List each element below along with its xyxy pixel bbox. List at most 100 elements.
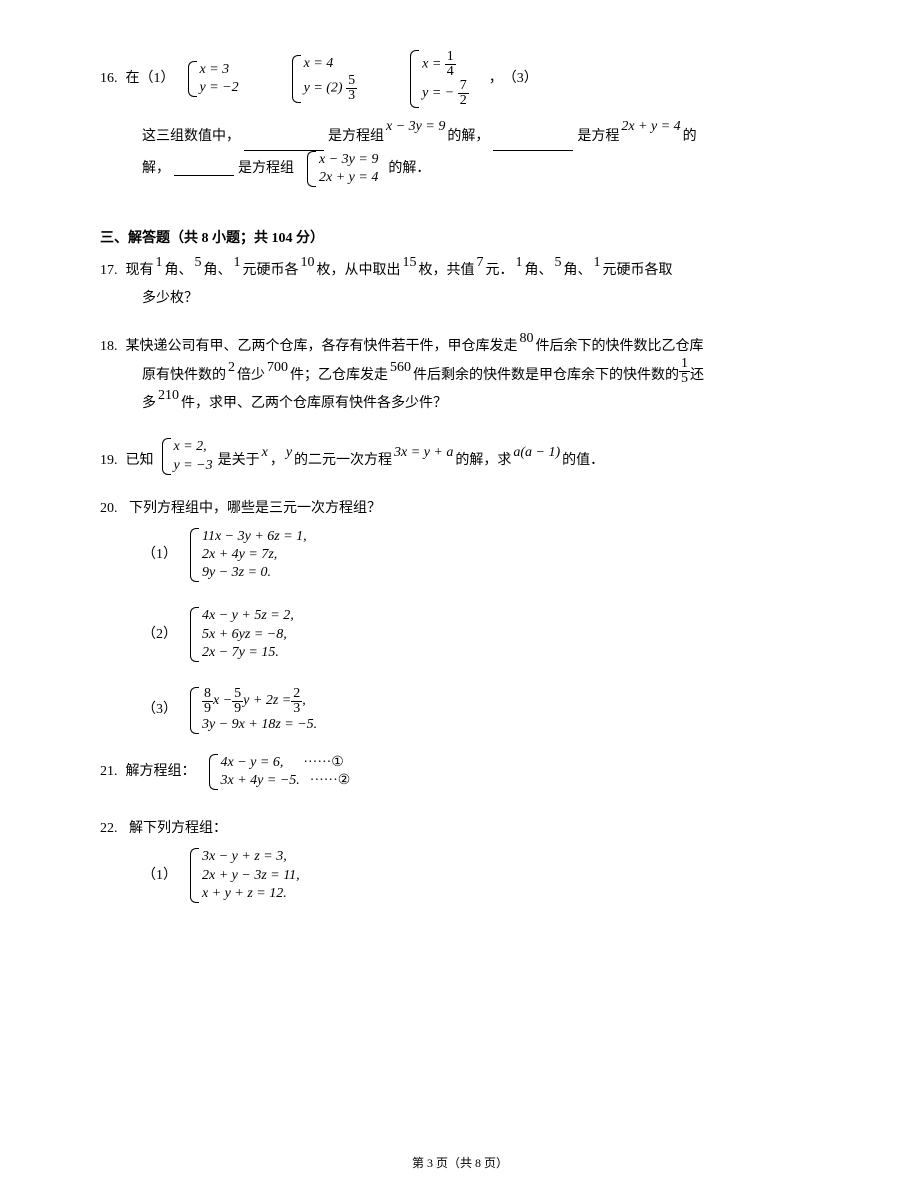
q16-sys1: x = 3 y = −2 bbox=[185, 61, 239, 97]
question-19: 19. 已知 x = 2, y = −3 是关于 x ， y 的二元一次方程 3… bbox=[100, 438, 820, 474]
q19-eq: 3x = y + a bbox=[394, 439, 453, 467]
question-16: 16. 在（1） x = 3 y = −2 x = 4 y = (2) 53 x… bbox=[100, 50, 820, 187]
q20-p1-label: （1） bbox=[142, 541, 177, 569]
q17-v2: 5 bbox=[195, 249, 202, 277]
q16-sys2-frac: 53 bbox=[346, 74, 357, 103]
q22-p1-label: （1） bbox=[142, 862, 177, 890]
q20-p3-sys: 89 x − 59 y + 2z = 23 , 3y − 9x + 18z = … bbox=[187, 687, 317, 734]
q20-p1-sys: 11x − 3y + 6z = 1, 2x + 4y = 7z, 9y − 3z… bbox=[187, 528, 307, 583]
question-20: 20. 下列方程组中，哪些是三元一次方程组？ （1） 11x − 3y + 6z… bbox=[100, 495, 820, 734]
q17-num: 17. bbox=[100, 257, 118, 285]
q18-e: 件；乙仓库发走 bbox=[290, 362, 388, 390]
q17-t8: 角、 bbox=[564, 257, 592, 285]
q16-sysg: x − 3y = 9 2x + y = 4 bbox=[304, 151, 378, 187]
q16-sys3-frac2: 72 bbox=[458, 79, 469, 108]
q20-p3-frac-a: 89 bbox=[202, 687, 213, 716]
q17-v1: 1 bbox=[156, 249, 163, 277]
q19-c: 的二元一次方程 bbox=[294, 447, 392, 475]
q16-sysg-r2: 2x + y = 4 bbox=[319, 169, 378, 187]
q17-v3: 1 bbox=[234, 249, 241, 277]
q19-b: 是关于 bbox=[218, 447, 260, 475]
q17-a: 现有 bbox=[126, 257, 154, 285]
q17-t9: 元硬币各取 bbox=[603, 257, 673, 285]
q17-v9: 1 bbox=[594, 249, 601, 277]
q21-a: 解方程组： bbox=[126, 758, 196, 786]
q16-sys2-r1: x = 4 bbox=[304, 56, 334, 71]
q20-num: 20. bbox=[100, 495, 118, 523]
question-22: 22. 解下列方程组： （1） 3x − y + z = 3, 2x + y −… bbox=[100, 815, 820, 903]
q20-intro: 下列方程组中，哪些是三元一次方程组？ bbox=[129, 501, 381, 516]
q20-p2-r3: 2x − 7y = 15. bbox=[202, 644, 294, 662]
q16-sys3: x = 14 y = − 72 bbox=[407, 50, 469, 108]
q18-f: 件后剩余的快件数是甲仓库余下的快件数的 bbox=[413, 362, 679, 390]
q21-num: 21. bbox=[100, 758, 118, 786]
q22-a: 解下列方程组： bbox=[129, 821, 227, 836]
q18-v2: 2 bbox=[228, 354, 235, 382]
q17-v5: 15 bbox=[403, 249, 417, 277]
q16-line2-a: 这三组数值中， bbox=[142, 123, 240, 151]
q19-sys: x = 2, y = −3 bbox=[159, 438, 213, 474]
q16-line3-b: 是方程组 bbox=[238, 155, 294, 183]
q20-p1-r2: 2x + 4y = 7z, bbox=[202, 546, 307, 564]
q17-t5: 枚，共值 bbox=[419, 257, 475, 285]
q19-num: 19. bbox=[100, 447, 118, 475]
q20-p2-label: （2） bbox=[142, 621, 177, 649]
q17-t3: 元硬币各 bbox=[243, 257, 299, 285]
q16-line2-e: 的 bbox=[683, 123, 697, 151]
question-21: 21. 解方程组： 4x − y = 6,······① 3x + 4y = −… bbox=[100, 754, 820, 790]
q17-t7: 角、 bbox=[525, 257, 553, 285]
q19-expr: a(a − 1) bbox=[513, 439, 560, 467]
q19-sys-r1: x = 2, bbox=[174, 438, 213, 456]
q19-x: x bbox=[262, 439, 268, 467]
q17-t1: 角、 bbox=[165, 257, 193, 285]
q20-p1-r1: 11x − 3y + 6z = 1, bbox=[202, 528, 307, 546]
q17-line2: 多少枚？ bbox=[142, 285, 820, 313]
q20-p3-label: （3） bbox=[142, 696, 177, 724]
q19-e: 的值． bbox=[562, 447, 604, 475]
q21-r2: 3x + 4y = −5. bbox=[221, 773, 300, 788]
q16-sys2-r2-pre: y = (2) bbox=[304, 80, 343, 95]
q18-frac: 15 bbox=[679, 357, 690, 386]
q18-v3: 700 bbox=[267, 354, 288, 382]
q16-sys1-r1: x = 3 bbox=[200, 62, 230, 77]
q21-sys: 4x − y = 6,······① 3x + 4y = −5.······② bbox=[206, 754, 351, 790]
q16-sys2: x = 4 y = (2) 53 bbox=[289, 55, 358, 102]
question-17: 17. 现有 1 角、 5 角、 1 元硬币各 10 枚，从中取出 15 枚，共… bbox=[100, 257, 820, 313]
q16-num: 16. bbox=[100, 65, 118, 93]
q17-v8: 5 bbox=[555, 249, 562, 277]
q22-num: 22. bbox=[100, 815, 118, 843]
q17-v4: 10 bbox=[301, 249, 315, 277]
q16-eq1: x − 3y = 9 bbox=[386, 113, 445, 141]
blank-2[interactable] bbox=[493, 137, 573, 151]
q19-y: y bbox=[286, 439, 292, 467]
blank-3[interactable] bbox=[174, 162, 234, 176]
q16-sys1-r2: y = −2 bbox=[200, 80, 239, 95]
q16-line3-a: 解， bbox=[142, 155, 170, 183]
q16-sys3-r1-pre: x = bbox=[422, 57, 445, 72]
q20-p3-mid: x − bbox=[213, 692, 232, 710]
q18-v1: 80 bbox=[520, 325, 534, 353]
q16-line2-b: 是方程组 bbox=[328, 123, 384, 151]
q19-sep: ， bbox=[270, 447, 284, 475]
q22-p1-r3: x + y + z = 12. bbox=[202, 885, 300, 903]
q18-a: 某快递公司有甲、乙两个仓库，各存有快件若干件，甲仓库发走 bbox=[126, 333, 518, 361]
q17-v7: 1 bbox=[516, 249, 523, 277]
q17-v6: 7 bbox=[477, 249, 484, 277]
q20-p2-r2: 5x + 6yz = −8, bbox=[202, 626, 294, 644]
q20-p3-r2: 3y − 9x + 18z = −5. bbox=[202, 716, 317, 734]
q17-t2: 角、 bbox=[204, 257, 232, 285]
q18-c: 原有快件数的 bbox=[142, 362, 226, 390]
q21-r1: 4x − y = 6, bbox=[221, 755, 284, 770]
q16-line2-c: 的解， bbox=[447, 123, 489, 151]
q18-g: 还 bbox=[690, 362, 704, 390]
q20-p3-frac-c: 23 bbox=[291, 687, 302, 716]
q18-d: 倍少 bbox=[237, 362, 265, 390]
q16-sys3-frac1: 14 bbox=[445, 50, 456, 79]
q16-eq2: 2x + y = 4 bbox=[621, 113, 680, 141]
q18-v5: 210 bbox=[158, 382, 179, 410]
blank-1[interactable] bbox=[244, 137, 324, 151]
q20-p1-r3: 9y − 3z = 0. bbox=[202, 564, 307, 582]
q18-num: 18. bbox=[100, 333, 118, 361]
q19-a: 已知 bbox=[126, 447, 154, 475]
q19-sys-r2: y = −3 bbox=[174, 457, 213, 475]
